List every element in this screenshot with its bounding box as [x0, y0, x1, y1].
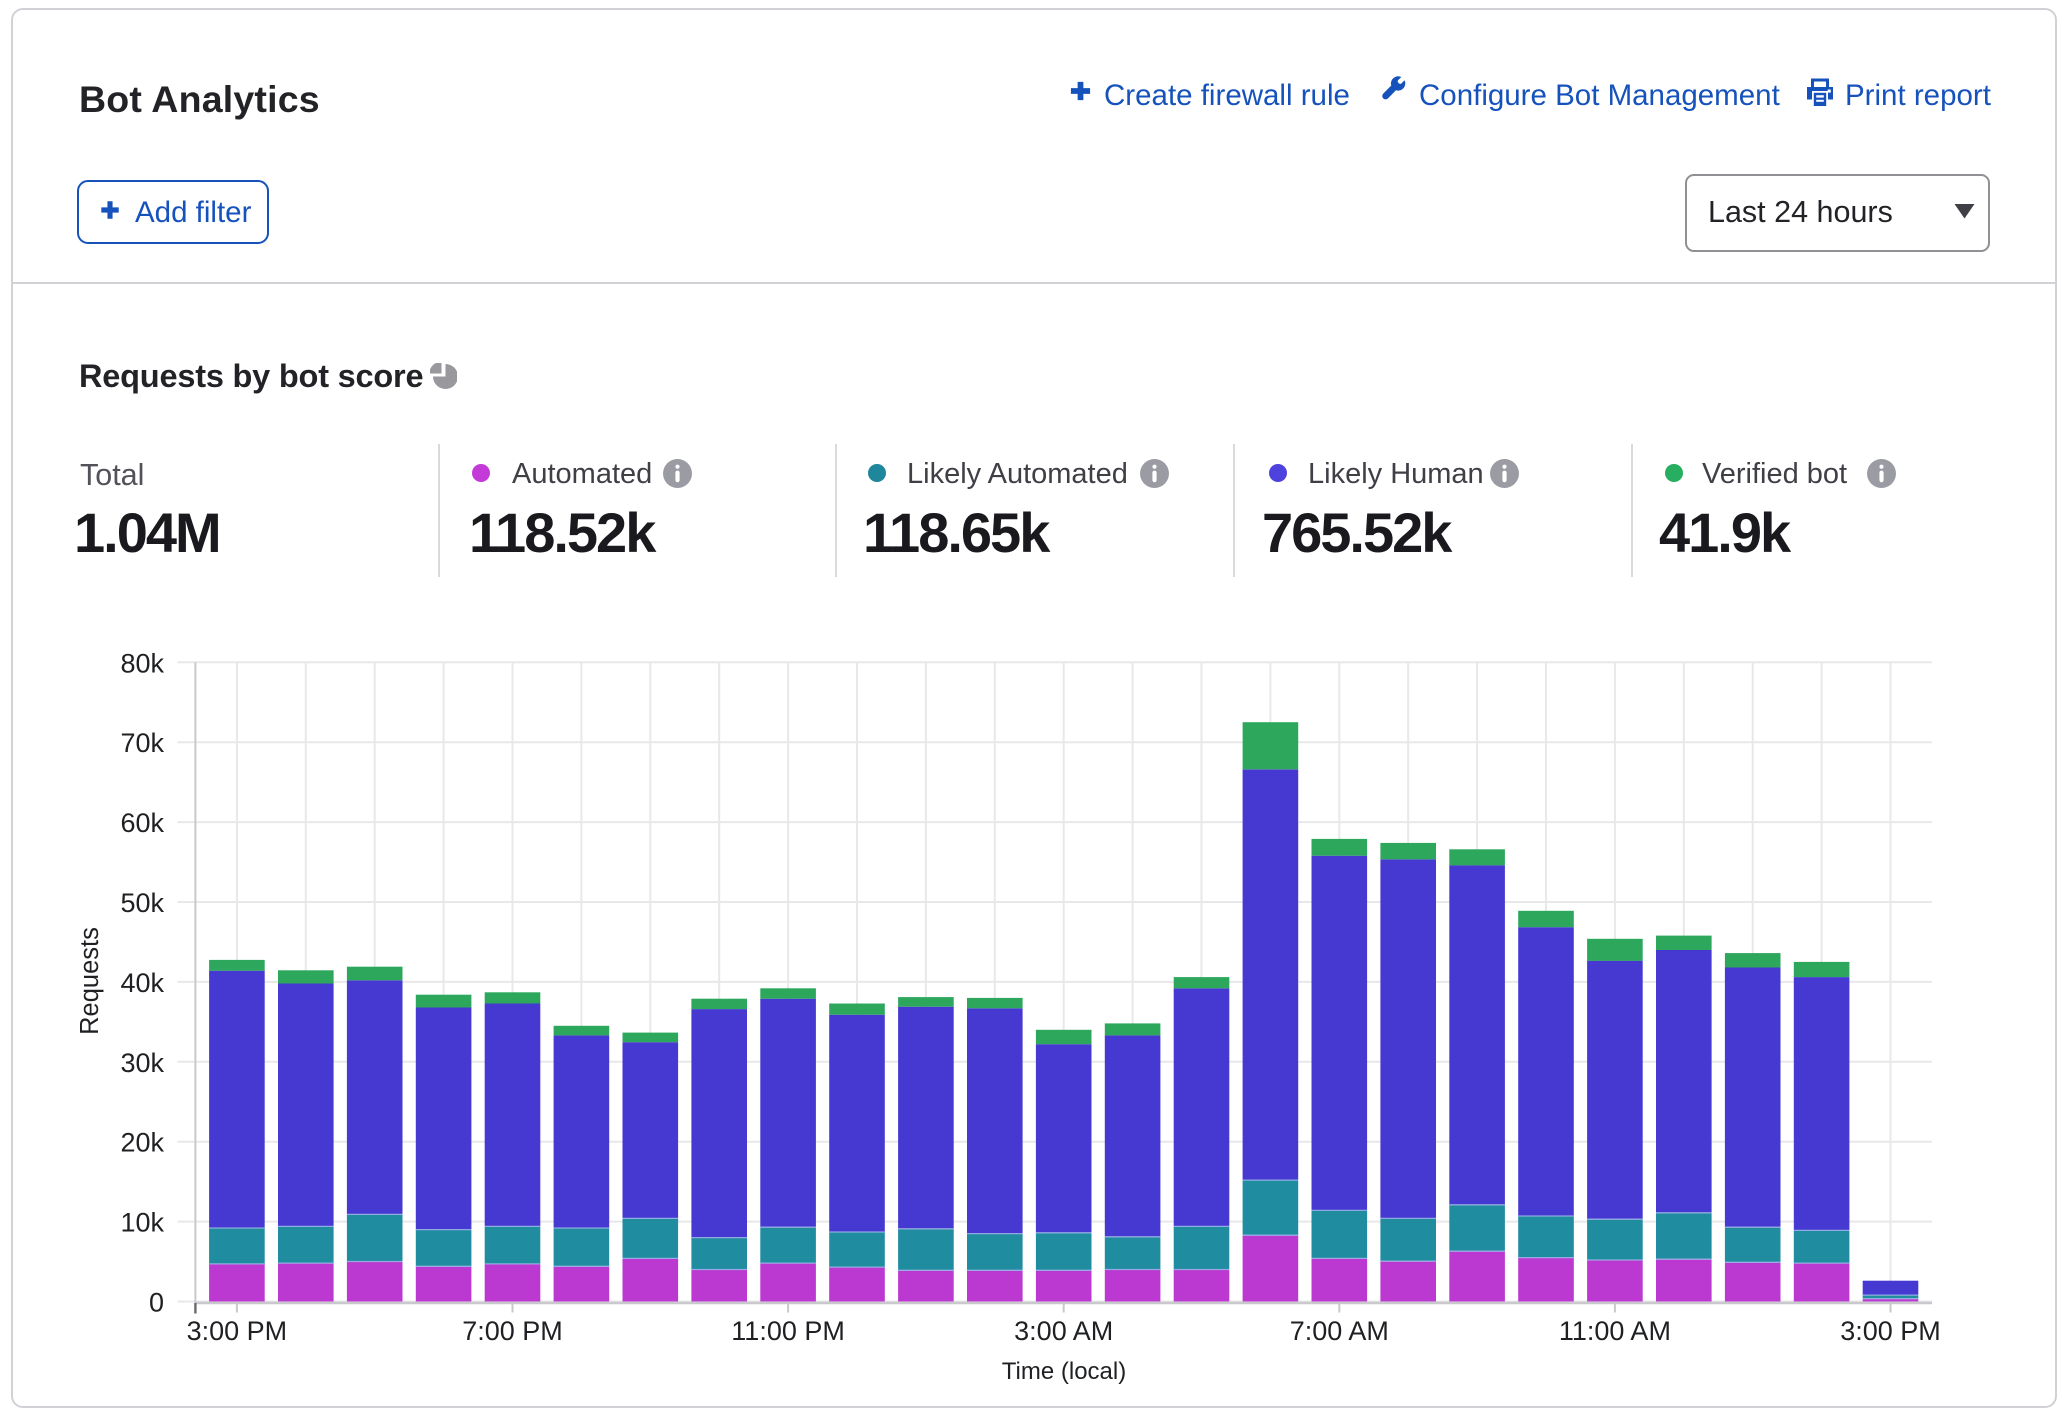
svg-text:3:00 PM: 3:00 PM	[187, 1316, 288, 1346]
svg-text:Requests: Requests	[76, 927, 104, 1035]
svg-text:7:00 PM: 7:00 PM	[462, 1316, 563, 1346]
svg-text:3:00 PM: 3:00 PM	[1840, 1316, 1941, 1346]
svg-text:40k: 40k	[120, 968, 164, 998]
svg-text:11:00 AM: 11:00 AM	[1559, 1316, 1671, 1346]
svg-text:80k: 80k	[120, 648, 164, 678]
svg-text:60k: 60k	[120, 808, 164, 838]
svg-text:10k: 10k	[120, 1208, 164, 1238]
svg-text:50k: 50k	[120, 888, 164, 918]
svg-text:Time (local): Time (local)	[1002, 1358, 1126, 1385]
svg-text:0: 0	[149, 1288, 164, 1318]
svg-text:7:00 AM: 7:00 AM	[1290, 1316, 1389, 1346]
svg-text:20k: 20k	[120, 1128, 164, 1158]
svg-text:30k: 30k	[120, 1048, 164, 1078]
svg-text:3:00 AM: 3:00 AM	[1014, 1316, 1113, 1346]
svg-text:70k: 70k	[120, 728, 164, 758]
svg-text:11:00 PM: 11:00 PM	[731, 1316, 845, 1346]
